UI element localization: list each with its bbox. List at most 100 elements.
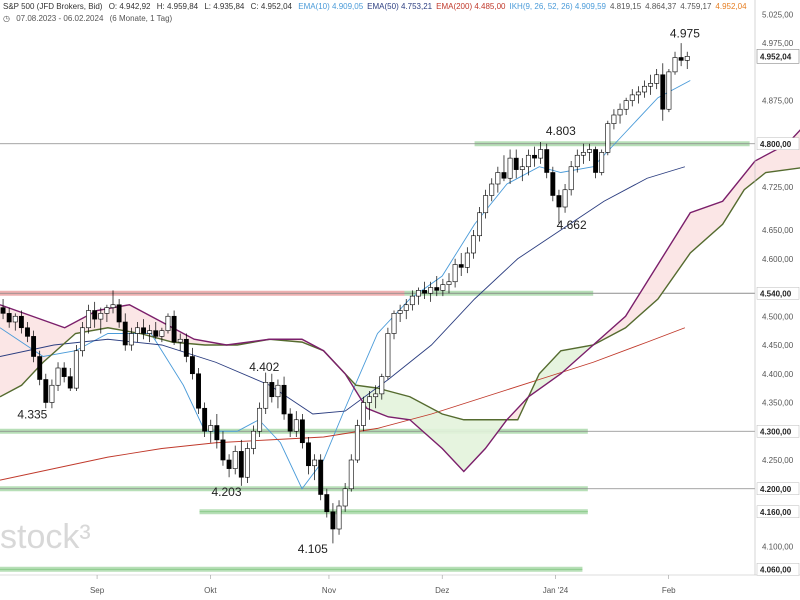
candle-87 <box>532 146 537 167</box>
candle-body <box>189 356 195 375</box>
candle-73 <box>446 273 452 294</box>
candle-body <box>452 264 458 283</box>
candle-body <box>440 284 446 291</box>
candle-body <box>519 166 525 170</box>
candle-93 <box>568 161 574 196</box>
y-tick-label: 4.500,00 <box>762 312 794 321</box>
candle-56 <box>342 483 348 512</box>
candle-body <box>367 396 373 403</box>
candle-body <box>141 327 146 334</box>
candle-64 <box>391 310 397 340</box>
candle-body <box>397 310 403 314</box>
candle-47 <box>287 408 293 437</box>
price-tag-label: 4.200,00 <box>760 485 792 494</box>
candle-74 <box>452 258 458 288</box>
candle-body <box>31 336 37 357</box>
candle-10 <box>61 362 67 383</box>
candle-86 <box>525 149 531 176</box>
candle-body <box>122 321 128 346</box>
candle-92 <box>562 184 568 213</box>
candle-39 <box>238 439 244 486</box>
candle-34 <box>208 419 214 443</box>
candle-104 <box>635 86 641 104</box>
candle-body <box>617 108 623 116</box>
x-tick-label: Sep <box>90 586 105 595</box>
x-tick-label: Okt <box>204 586 217 595</box>
candle-body <box>80 327 85 352</box>
candle-body <box>495 172 501 185</box>
candle-105 <box>642 80 647 98</box>
candle-85 <box>519 158 525 182</box>
candle-body <box>275 384 281 398</box>
candle-35 <box>214 414 220 449</box>
candle-body <box>379 376 385 395</box>
y-tick-label: 4.975,00 <box>762 39 794 48</box>
candle-body <box>428 287 434 294</box>
period-row: ◷ 07.08.2023 - 06.02.2024 (6 Monate, 1 T… <box>3 14 176 23</box>
candle-body <box>49 384 55 403</box>
candle-2 <box>12 313 18 331</box>
candle-body <box>587 149 592 153</box>
candle-body <box>635 91 641 96</box>
candle-body <box>562 189 568 208</box>
candle-body <box>409 295 415 306</box>
candle-40 <box>244 442 250 483</box>
candle-body <box>593 149 599 173</box>
candle-62 <box>379 373 385 400</box>
x-tick-label: Jan '24 <box>543 586 569 595</box>
candle-38 <box>232 445 238 475</box>
indicator-7: 4.952,04 <box>715 2 747 11</box>
candle-body <box>648 83 654 87</box>
candle-27 <box>165 313 171 334</box>
candle-21 <box>128 327 134 351</box>
candle-11 <box>67 368 73 391</box>
candle-32 <box>196 368 201 414</box>
candle-53 <box>324 488 330 518</box>
candle-body <box>422 290 427 294</box>
series-senkou_b <box>0 129 800 473</box>
candle-65 <box>397 304 403 322</box>
candle-58 <box>354 419 360 463</box>
candle-body <box>507 157 513 179</box>
price-tag-label: 4.540,00 <box>760 289 792 298</box>
candle-body <box>269 382 275 398</box>
candle-body <box>0 307 6 314</box>
candle-0 <box>0 299 6 320</box>
candle-4 <box>25 322 30 343</box>
candle-body <box>336 505 342 530</box>
candle-body <box>6 313 12 323</box>
candle-5 <box>31 330 37 363</box>
candle-45 <box>275 379 281 409</box>
candle-18 <box>110 290 116 314</box>
candle-7 <box>43 373 49 409</box>
candle-97 <box>593 146 599 179</box>
candle-body <box>611 114 617 124</box>
candle-body <box>361 402 366 426</box>
candle-body <box>116 304 122 323</box>
candle-46 <box>281 376 287 420</box>
candle-body <box>330 511 336 530</box>
candle-body <box>177 338 183 343</box>
indicator-0: EMA(10) 4.909,05 <box>298 2 364 11</box>
price-annotation: 4.335 <box>17 408 47 422</box>
y-tick-label: 5.025,00 <box>762 10 794 19</box>
candle-14 <box>86 304 92 334</box>
candle-body <box>568 166 574 191</box>
candle-31 <box>189 347 195 380</box>
candle-42 <box>257 402 263 437</box>
candle-69 <box>422 281 427 299</box>
candle-77 <box>470 230 476 259</box>
candle-109 <box>666 69 672 113</box>
candle-20 <box>122 313 128 351</box>
candle-body <box>55 367 61 386</box>
candle-50 <box>306 437 311 475</box>
candle-body <box>373 393 379 398</box>
candle-49 <box>299 414 305 449</box>
ohlc-open: O: 4.942,92 <box>108 2 151 11</box>
candle-body <box>208 425 214 432</box>
ohlc-close: C: 4.952,04 <box>250 2 292 11</box>
indicator-4: 4.819,15 <box>610 2 642 11</box>
candle-body <box>306 442 311 467</box>
candle-75 <box>458 253 464 276</box>
